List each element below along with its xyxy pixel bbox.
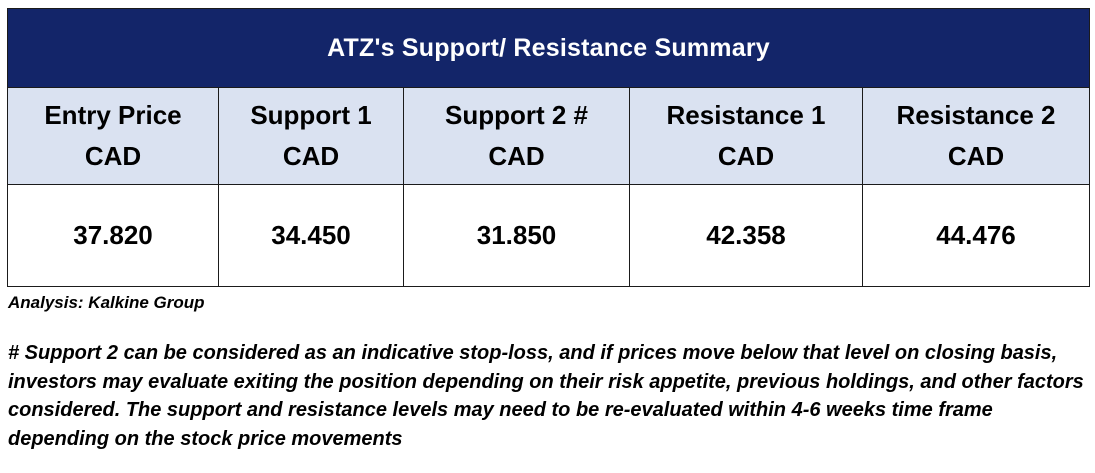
table-title: ATZ's Support/ Resistance Summary (7, 8, 1090, 88)
header-label: Entry Price (44, 100, 182, 130)
header-label: Support 2 # (444, 100, 588, 130)
header-resistance-1: Resistance 1 CAD (629, 87, 863, 185)
value-entry-price: 37.820 (7, 184, 219, 287)
header-currency: CAD (488, 141, 545, 171)
analysis-credit: Analysis: Kalkine Group (8, 293, 205, 312)
table-value-row: 37.820 34.450 31.850 42.358 44.476 (7, 184, 1090, 287)
value-support-1: 34.450 (218, 184, 404, 287)
header-currency: CAD (717, 141, 775, 171)
support-resistance-table: ATZ's Support/ Resistance Summary Entry … (7, 8, 1090, 287)
header-currency: CAD (84, 141, 142, 171)
header-support-2: Support 2 # CAD (403, 87, 630, 185)
value-support-2: 31.850 (403, 184, 630, 287)
header-currency: CAD (282, 141, 340, 171)
header-entry-price: Entry Price CAD (7, 87, 219, 185)
header-support-1: Support 1 CAD (218, 87, 404, 185)
header-currency: CAD (947, 141, 1005, 171)
header-label: Resistance 1 (666, 100, 826, 130)
header-label: Support 1 (250, 100, 372, 130)
table-title-row: ATZ's Support/ Resistance Summary (7, 8, 1090, 88)
value-resistance-2: 44.476 (862, 184, 1090, 287)
table-header-row: Entry Price CAD Support 1 CAD Support 2 … (7, 87, 1090, 185)
header-label: Resistance 2 (896, 100, 1056, 130)
support-2-footnote: # Support 2 can be considered as an indi… (8, 342, 1084, 450)
header-resistance-2: Resistance 2 CAD (862, 87, 1090, 185)
value-resistance-1: 42.358 (629, 184, 863, 287)
